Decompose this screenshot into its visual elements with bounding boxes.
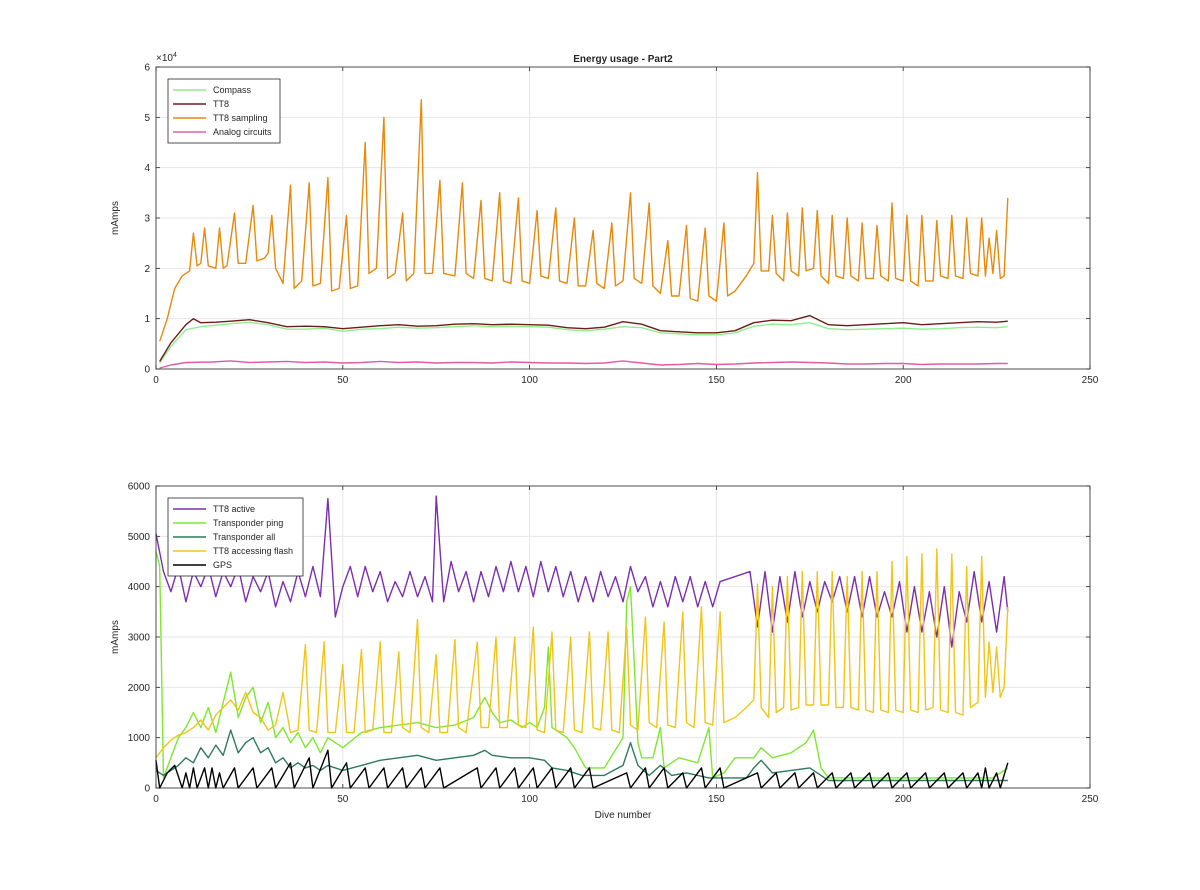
chart1-legend-label-tt8-sampling: TT8 sampling [213,113,268,123]
chart1-xtick-label: 200 [895,375,912,386]
chart2-legend-label-gps: GPS [213,560,232,570]
chart1-ytick-label: 0 [144,365,150,376]
chart2-xtick-label: 250 [1082,794,1099,805]
chart1-y-exponent-base: ×10 [156,53,173,64]
chart1-ytick-label: 4 [144,163,150,174]
chart1-ylabel: mAmps [110,201,121,235]
chart2-series-transponder-all-line [155,729,1008,782]
chart2-ytick-label: 6000 [128,482,151,493]
chart2-legend-label-tt8-accessing-flash: TT8 accessing flash [213,546,293,556]
chart1-y-exponent: ×104 [156,52,177,64]
chart2-ytick-label: 2000 [128,683,151,694]
chart2-legend-label-transponder-all: Transponder all [213,532,275,542]
chart2-ytick-label: 5000 [128,532,151,543]
chart2-xtick-label: 0 [153,794,159,805]
chart2: 0 50 100 150 200 250 0 1000 2000 3000 4000 5000 6000… [110,482,1099,822]
chart2-series-tt8-active-line [155,495,1009,648]
chart1-legend: Compass TT8 TT8 sampling Analog circuits [167,78,281,144]
chart2-series-transponder-ping-line [155,551,1009,779]
chart1-xtick-label: 250 [1082,375,1099,386]
chart2-xlabel: Dive number [595,810,652,821]
chart1-ytick-label: 1 [144,314,150,325]
chart2-series-gps-line [155,749,1009,789]
chart1-ytick-label: 2 [144,264,150,275]
chart1: 0 50 100 150 200 250 0 1 2 3 4 5 6 Energy usage - Par… [110,52,1099,386]
chart2-xtick-label: 200 [895,794,912,805]
chart1-legend-label-analog-circuits: Analog circuits [213,127,272,137]
chart2-legend-label-transponder-ping: Transponder ping [213,518,283,528]
chart2-series-tt8-accessing-flash-line [155,548,1009,759]
chart1-xtick-label: 150 [708,375,725,386]
chart2-legend: TT8 active Transponder ping Transponder al… [167,497,304,577]
chart1-xtick-label: 50 [337,375,349,386]
chart1-axes-box [155,66,1091,370]
chart1-legend-label-tt8: TT8 [213,99,229,109]
chart1-ytick-label: 5 [144,113,150,124]
chart2-axes-box [155,485,1091,789]
chart1-y-exponent-power: 4 [173,52,177,59]
chart2-xtick-label: 150 [708,794,725,805]
chart1-ytick-label: 3 [144,214,150,225]
chart2-legend-label-tt8-active: TT8 active [213,504,255,514]
chart1-series-compass-line [159,321,1008,364]
chart1-legend-label-compass: Compass [213,85,252,95]
chart1-series-tt8-line [159,314,1008,362]
chart2-ytick-label: 4000 [128,582,151,593]
chart2-ytick-label: 0 [144,784,150,795]
chart2-ytick-label: 1000 [128,733,151,744]
chart2-xtick-label: 50 [337,794,349,805]
chart2-ytick-label: 3000 [128,633,151,644]
chart1-xtick-label: 0 [153,375,159,386]
chart2-xtick-label: 100 [521,794,538,805]
chart1-series-analog-circuits-line [159,360,1008,369]
chart1-series-tt8-sampling-line [159,99,1009,342]
chart2-ylabel: mAmps [110,620,121,654]
chart1-xtick-label: 100 [521,375,538,386]
chart1-title: Energy usage - Part2 [573,54,673,65]
chart1-ytick-label: 6 [144,63,150,74]
